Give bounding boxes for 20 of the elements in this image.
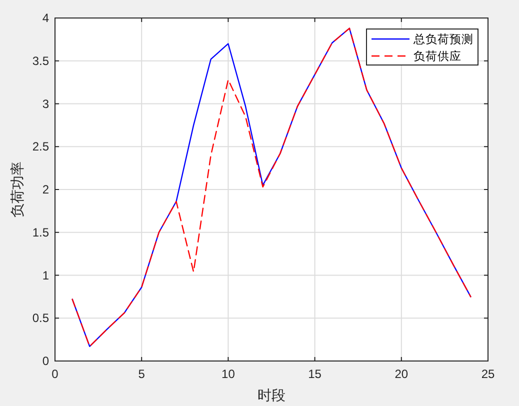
- legend-label: 负荷供应: [414, 49, 462, 63]
- x-tick-label: 25: [481, 367, 495, 381]
- x-tick-label: 5: [138, 367, 146, 381]
- y-tick-label: 1.5: [32, 225, 50, 240]
- y-tick-label: 4: [42, 11, 50, 25]
- y-tick-label: 1: [42, 268, 50, 282]
- legend-label: 总负荷预测: [412, 32, 474, 46]
- line-series: [72, 28, 472, 348]
- x-tick-label: 20: [394, 367, 408, 381]
- y-tick-label: 0: [42, 354, 50, 368]
- x-tick-label: 10: [222, 367, 236, 381]
- y-tick-label: 3: [42, 96, 50, 111]
- x-tick-label: 15: [308, 367, 322, 381]
- x-axis-title: 时段: [258, 388, 286, 404]
- y-tick-label: 2.5: [32, 140, 50, 154]
- y-tick-label: 2: [42, 182, 50, 196]
- x-tick-label: 0: [52, 367, 59, 381]
- y-tick-label: 3.5: [32, 54, 50, 68]
- y-tick-label: 0.5: [32, 311, 50, 326]
- y-axis-title: 负荷功率: [10, 162, 26, 218]
